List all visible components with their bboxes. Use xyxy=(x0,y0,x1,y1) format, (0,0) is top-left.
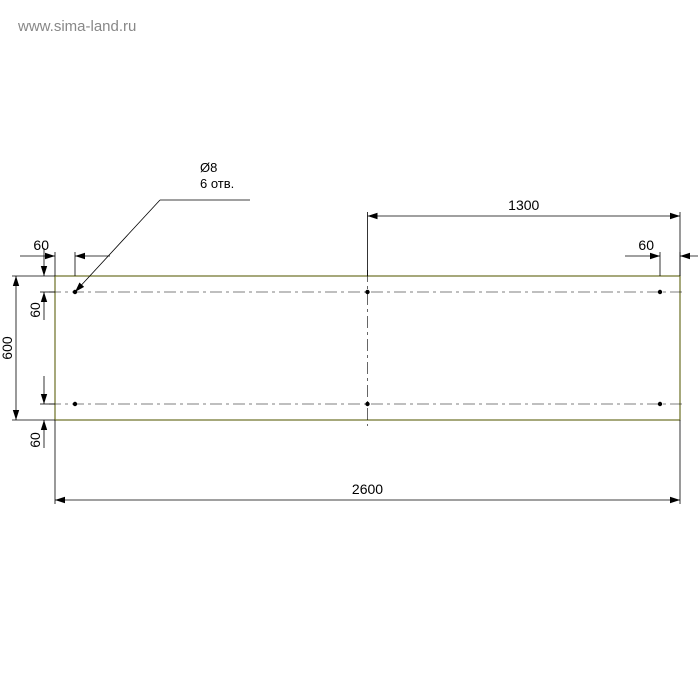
hole-note-count: 6 отв. xyxy=(200,176,234,191)
dim-bottom-60v: 60 xyxy=(27,432,43,448)
hole-note-diameter: Ø8 xyxy=(200,160,217,175)
hole-mark xyxy=(365,402,369,406)
hole-mark xyxy=(658,402,662,406)
dim-600: 600 xyxy=(0,336,15,360)
dim-1300: 1300 xyxy=(508,197,539,213)
hole-mark xyxy=(73,402,77,406)
hole-mark xyxy=(658,290,662,294)
dim-top-60v: 60 xyxy=(27,302,43,318)
dim-2600: 2600 xyxy=(352,481,383,497)
technical-drawing: 1300 60 60 600 60 60 2600 Ø86 отв. xyxy=(0,0,700,700)
dim-right-60: 60 xyxy=(638,237,654,253)
watermark-text: www.sima-land.ru xyxy=(18,18,136,35)
dim-left-60: 60 xyxy=(33,237,49,253)
hole-mark xyxy=(365,290,369,294)
